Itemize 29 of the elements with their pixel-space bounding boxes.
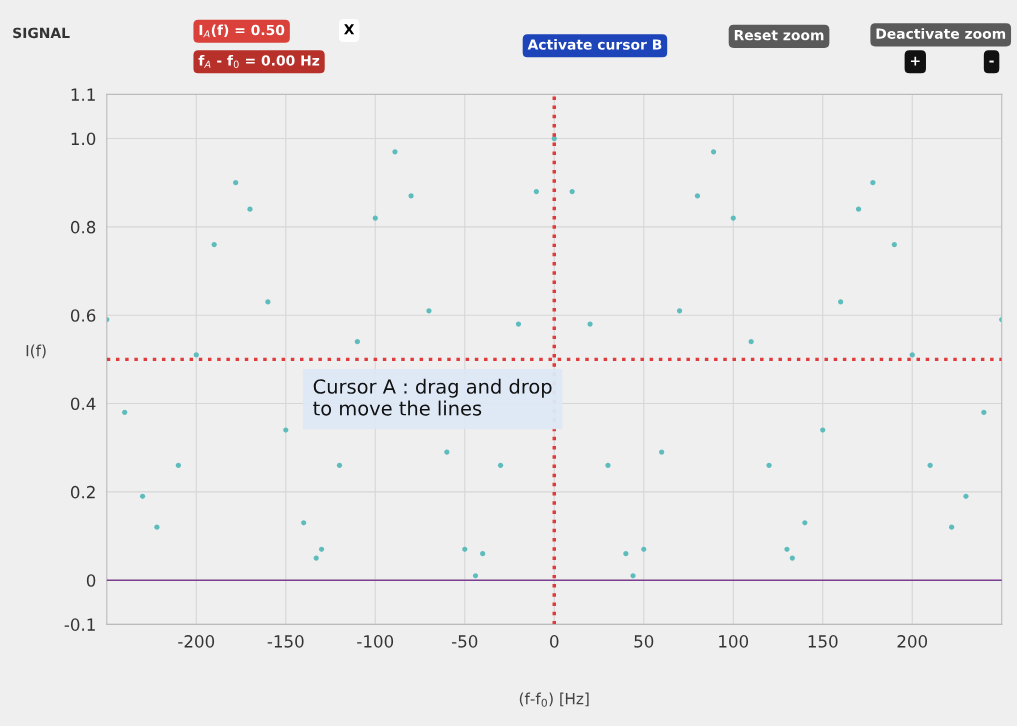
chart-title: SIGNAL [13, 27, 70, 39]
text: X [344, 24, 355, 35]
y-tick-label: 0.2 [70, 485, 95, 499]
text: Deactivate zoom [876, 28, 1006, 39]
y-tick-label: 0 [86, 574, 96, 587]
text: - [989, 60, 994, 63]
text: f$_{A}$ - f$_{0}$ = 0.00 Hz [198, 54, 320, 68]
y-tick-label: 0.4 [70, 397, 96, 411]
text: Reset zoom [734, 30, 824, 41]
y-axis-title: I(f) [26, 344, 46, 359]
y-tick-label: 1.1 [71, 88, 95, 101]
x-tick-label: -50 [451, 635, 478, 648]
x-tick-label: 150 [808, 635, 838, 648]
x-tick-label: -200 [178, 635, 215, 648]
text: Activate cursor B [527, 39, 662, 50]
x-tick-label: -150 [267, 635, 304, 648]
y-tick-label: -0.1 [64, 618, 95, 631]
x-tick-label: 200 [897, 635, 928, 648]
x-tick-label: 50 [634, 635, 654, 648]
annotation: Cursor A : drag and drop to move the lines [313, 378, 552, 416]
x-tick-label: 0 [550, 635, 559, 648]
x-tick-label: 100 [719, 635, 749, 648]
x-axis-title: (f-f$_{0}$) [Hz] [519, 692, 589, 707]
y-tick-label: 0.8 [70, 220, 96, 234]
x-tick-label: -100 [357, 635, 394, 648]
y-tick-label: 1.0 [71, 132, 96, 146]
text: + [910, 56, 920, 66]
text: I$_{A}$(f) = 0.50 [199, 24, 285, 38]
y-tick-label: 0.6 [70, 309, 96, 322]
